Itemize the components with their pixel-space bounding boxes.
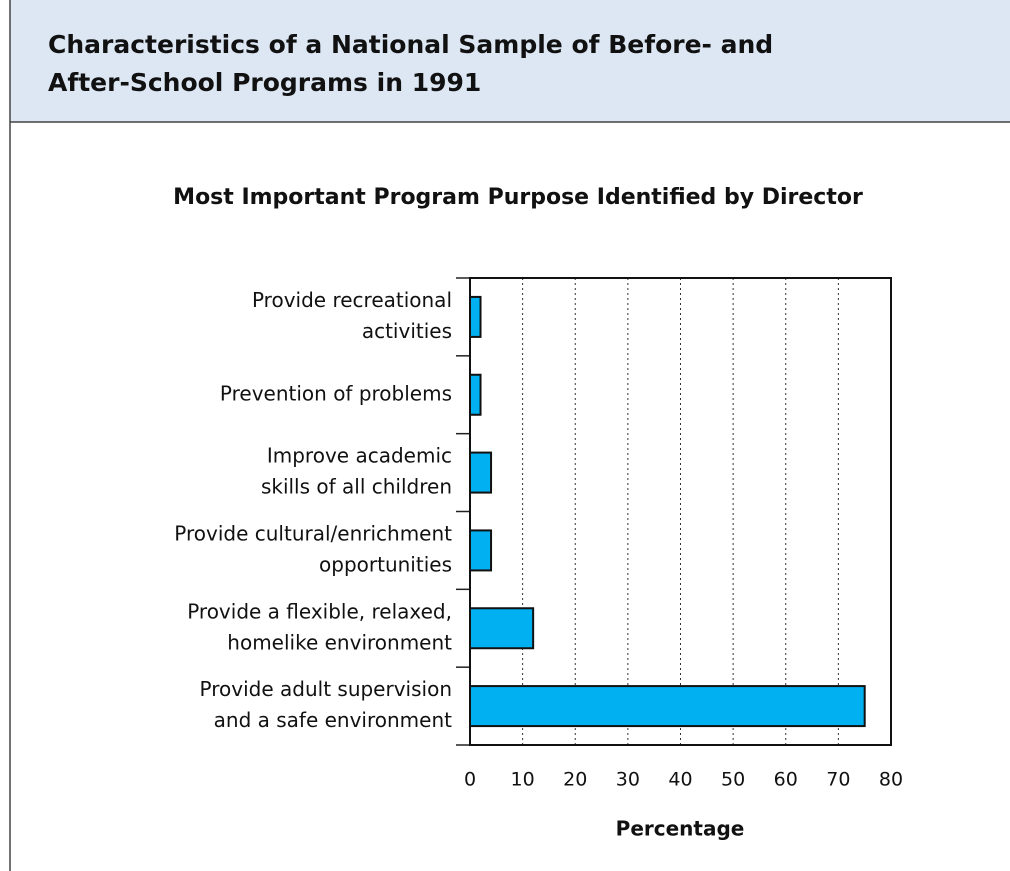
header-background [10,0,1010,122]
plot-frame [469,277,892,746]
y-tick-label: skills of all children [261,475,452,499]
bar [469,607,535,650]
header-title: After-School Programs in 1991 [48,68,481,97]
bar [469,451,493,494]
y-tick-label: activities [362,319,452,343]
y-tick-label: and a safe environment [214,708,453,732]
y-tick-label: homelike environment [227,630,452,654]
x-tick-label: 20 [563,769,587,791]
x-tick-label: 30 [616,769,640,791]
x-axis-label: Percentage [616,817,745,841]
header-title: Characteristics of a National Sample of … [48,30,773,59]
x-tick-label: 50 [721,769,745,791]
x-tick-label: 10 [511,769,535,791]
bar [469,529,493,572]
y-tick-label: Provide cultural/enrichment [174,521,452,545]
bar [469,295,482,338]
y-tick-label: opportunities [319,552,452,576]
y-tick-label: Improve academic [267,444,452,468]
x-tick-label: 70 [826,769,850,791]
x-tick-label: 0 [464,769,476,791]
bar [469,685,866,728]
y-tick-label: Provide adult supervision [200,677,452,701]
bar [469,373,482,416]
y-tick-label: Provide a flexible, relaxed, [187,599,452,623]
x-tick-label: 80 [879,769,903,791]
x-tick-label: 60 [774,769,798,791]
y-tick-label: Provide recreational [252,288,452,312]
x-tick-label: 40 [668,769,692,791]
y-tick-label: Prevention of problems [220,381,452,405]
chart-title: Most Important Program Purpose Identifie… [173,185,863,210]
